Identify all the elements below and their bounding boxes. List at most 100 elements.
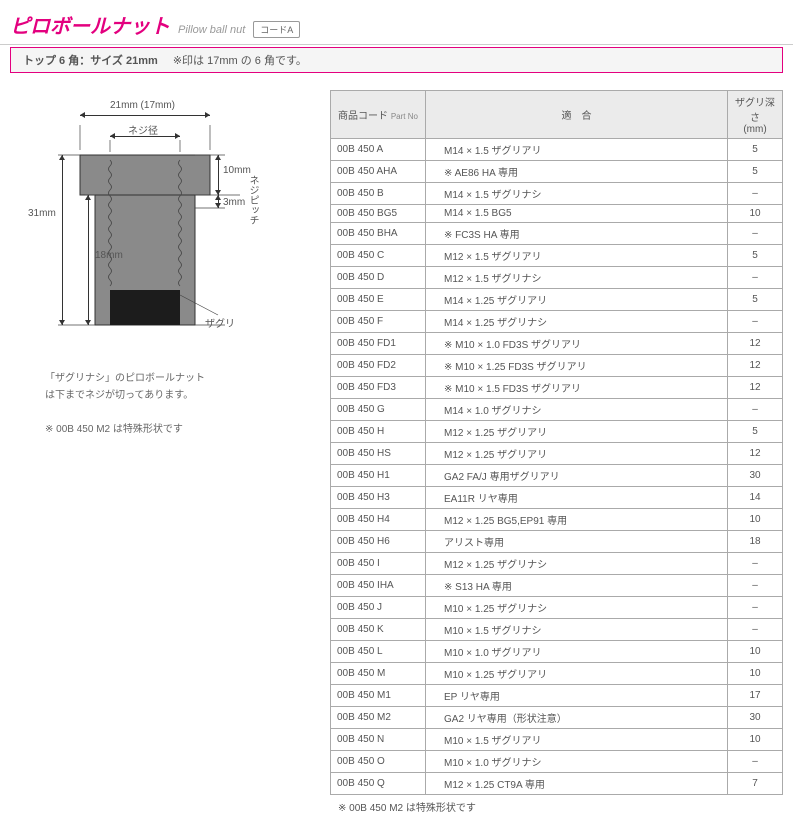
cell-part: 00B 450 H4 <box>331 509 426 531</box>
cell-depth: 5 <box>728 421 783 443</box>
cell-fit: M10 × 1.25 ザグリアリ <box>426 663 728 685</box>
table-row: 00B 450 H4M12 × 1.25 BG5,EP91 専用10 <box>331 509 783 531</box>
table-row: 00B 450 NM10 × 1.5 ザグリアリ10 <box>331 729 783 751</box>
col-depth-header: ザグリ深さ(mm) <box>728 91 783 139</box>
cell-fit: M12 × 1.5 ザグリアリ <box>426 245 728 267</box>
cell-part: 00B 450 C <box>331 245 426 267</box>
cell-depth: 5 <box>728 161 783 183</box>
cell-part: 00B 450 N <box>331 729 426 751</box>
cell-fit: M10 × 1.0 ザグリナシ <box>426 751 728 773</box>
cell-part: 00B 450 G <box>331 399 426 421</box>
cell-part: 00B 450 FD1 <box>331 333 426 355</box>
cell-depth: – <box>728 751 783 773</box>
cell-part: 00B 450 BHA <box>331 223 426 245</box>
col-part-header: 商品コード Part No <box>331 91 426 139</box>
cell-part: 00B 450 B <box>331 183 426 205</box>
left-column: 21mm (17mm) ネジ径 31mm 18mm 10mm 3mm ネジピッチ… <box>10 90 310 814</box>
cell-fit: M12 × 1.5 ザグリナシ <box>426 267 728 289</box>
cell-fit: ※ FC3S HA 専用 <box>426 223 728 245</box>
dim-thread-dia: ネジ径 <box>128 122 158 137</box>
cell-part: 00B 450 HS <box>331 443 426 465</box>
table-footnote: ※ 00B 450 M2 は特殊形状です <box>330 795 783 814</box>
cell-part: 00B 450 F <box>331 311 426 333</box>
note-line3: ※ 00B 450 M2 は特殊形状です <box>45 421 310 438</box>
note-line1: 「ザグリナシ」のピロボールナット <box>45 370 310 387</box>
cell-part: 00B 450 O <box>331 751 426 773</box>
cell-fit: ※ M10 × 1.5 FD3S ザグリアリ <box>426 377 728 399</box>
cell-fit: ※ S13 HA 専用 <box>426 575 728 597</box>
cell-depth: 10 <box>728 663 783 685</box>
table-row: 00B 450 BHA※ FC3S HA 専用– <box>331 223 783 245</box>
cell-part: 00B 450 FD3 <box>331 377 426 399</box>
table-row: 00B 450 FD1※ M10 × 1.0 FD3S ザグリアリ12 <box>331 333 783 355</box>
cell-fit: GA2 リヤ専用（形状注意） <box>426 707 728 729</box>
table-row: 00B 450 M1EP リヤ専用17 <box>331 685 783 707</box>
cell-fit: M12 × 1.25 ザグリアリ <box>426 443 728 465</box>
cell-part: 00B 450 FD2 <box>331 355 426 377</box>
table-row: 00B 450 HSM12 × 1.25 ザグリアリ12 <box>331 443 783 465</box>
cell-fit: EA11R リヤ専用 <box>426 487 728 509</box>
subheader-note: ※印は 17mm の 6 角です。 <box>173 55 307 67</box>
dim-pitch-label: ネジピッチ <box>245 175 260 225</box>
dim-pitch-gap: 3mm <box>223 197 245 208</box>
cell-depth: 12 <box>728 443 783 465</box>
table-row: 00B 450 H1GA2 FA/J 専用ザグリアリ30 <box>331 465 783 487</box>
cell-depth: 12 <box>728 355 783 377</box>
cell-depth: 5 <box>728 139 783 161</box>
diagram-notes: 「ザグリナシ」のピロボールナット は下までネジが切ってあります。 ※ 00B 4… <box>10 370 310 438</box>
subheader-main: トップ 6 角：サイズ 21mm <box>23 55 158 67</box>
note-line2: は下までネジが切ってあります。 <box>45 387 310 404</box>
cell-depth: – <box>728 183 783 205</box>
cell-part: 00B 450 I <box>331 553 426 575</box>
cell-part: 00B 450 H <box>331 421 426 443</box>
table-row: 00B 450 FM14 × 1.25 ザグリナシ– <box>331 311 783 333</box>
cell-fit: M12 × 1.25 ザグリアリ <box>426 421 728 443</box>
dim-total-height: 31mm <box>28 208 56 219</box>
cell-fit: アリスト専用 <box>426 531 728 553</box>
cell-part: 00B 450 IHA <box>331 575 426 597</box>
cell-depth: 10 <box>728 205 783 223</box>
cell-depth: 5 <box>728 289 783 311</box>
table-row: 00B 450 H3EA11R リヤ専用14 <box>331 487 783 509</box>
cell-depth: – <box>728 399 783 421</box>
cell-part: 00B 450 AHA <box>331 161 426 183</box>
cell-depth: 17 <box>728 685 783 707</box>
cell-fit: M10 × 1.0 ザグリアリ <box>426 641 728 663</box>
table-row: 00B 450 OM10 × 1.0 ザグリナシ– <box>331 751 783 773</box>
cell-fit: M14 × 1.25 ザグリナシ <box>426 311 728 333</box>
cell-part: 00B 450 L <box>331 641 426 663</box>
cell-part: 00B 450 E <box>331 289 426 311</box>
table-row: 00B 450 AHA※ AE86 HA 専用5 <box>331 161 783 183</box>
cell-depth: 18 <box>728 531 783 553</box>
table-row: 00B 450 MM10 × 1.25 ザグリアリ10 <box>331 663 783 685</box>
cell-fit: EP リヤ専用 <box>426 685 728 707</box>
table-row: 00B 450 IHA※ S13 HA 専用– <box>331 575 783 597</box>
table-row: 00B 450 AM14 × 1.5 ザグリアリ5 <box>331 139 783 161</box>
cell-fit: M10 × 1.5 ザグリアリ <box>426 729 728 751</box>
cell-fit: M12 × 1.25 CT9A 専用 <box>426 773 728 795</box>
parts-table: 商品コード Part No 適 合 ザグリ深さ(mm) 00B 450 AM14… <box>330 90 783 795</box>
table-header-row: 商品コード Part No 適 合 ザグリ深さ(mm) <box>331 91 783 139</box>
table-row: 00B 450 EM14 × 1.25 ザグリアリ5 <box>331 289 783 311</box>
cell-depth: – <box>728 619 783 641</box>
cell-depth: – <box>728 267 783 289</box>
cell-depth: – <box>728 223 783 245</box>
cell-fit: M12 × 1.25 ザグリナシ <box>426 553 728 575</box>
cell-fit: M14 × 1.5 ザグリアリ <box>426 139 728 161</box>
subheader: トップ 6 角：サイズ 21mm ※印は 17mm の 6 角です。 <box>10 47 783 73</box>
nut-diagram: 21mm (17mm) ネジ径 31mm 18mm 10mm 3mm ネジピッチ… <box>40 100 260 345</box>
cell-part: 00B 450 M1 <box>331 685 426 707</box>
cell-part: 00B 450 H6 <box>331 531 426 553</box>
cell-fit: M10 × 1.25 ザグリナシ <box>426 597 728 619</box>
table-row: 00B 450 FD3※ M10 × 1.5 FD3S ザグリアリ12 <box>331 377 783 399</box>
cell-part: 00B 450 Q <box>331 773 426 795</box>
cell-part: 00B 450 A <box>331 139 426 161</box>
cell-fit: M14 × 1.5 BG5 <box>426 205 728 223</box>
cell-depth: 5 <box>728 245 783 267</box>
table-row: 00B 450 QM12 × 1.25 CT9A 専用7 <box>331 773 783 795</box>
right-column: 商品コード Part No 適 合 ザグリ深さ(mm) 00B 450 AM14… <box>330 90 783 814</box>
cell-depth: 10 <box>728 729 783 751</box>
cell-fit: ※ M10 × 1.25 FD3S ザグリアリ <box>426 355 728 377</box>
cell-part: 00B 450 H3 <box>331 487 426 509</box>
dim-lower-height: 18mm <box>95 250 123 261</box>
